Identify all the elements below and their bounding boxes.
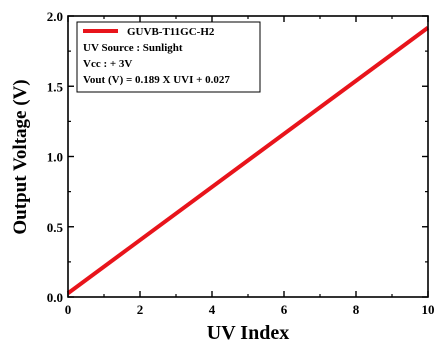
series-line (66, 26, 430, 295)
legend-box (76, 21, 261, 93)
y-tick-label: 0.0 (47, 290, 63, 305)
x-tick-label: 4 (209, 302, 216, 317)
x-tick-label: 6 (281, 302, 288, 317)
series-group (66, 26, 430, 295)
annotation-vcc: Vcc : + 3V (83, 58, 132, 70)
plot-frame (67, 15, 429, 298)
legend-series-label: GUVB-T11GC-H2 (127, 26, 215, 38)
annotation-uv-source: UV Source : Sunlight (83, 42, 183, 54)
annotation-equation: Vout (V) = 0.189 X UVI + 0.027 (83, 74, 230, 86)
x-tick-label: 8 (353, 302, 360, 317)
y-tick-label: 1.5 (47, 79, 64, 94)
x-tick-label: 2 (137, 302, 144, 317)
y-tick-label: 0.5 (47, 220, 64, 235)
y-tick-label: 1.0 (47, 150, 63, 165)
x-tick-label: 0 (65, 302, 72, 317)
x-tick-label: 10 (422, 302, 435, 317)
legend: GUVB-T11GC-H2 UV Source : Sunlight Vcc :… (76, 21, 261, 93)
y-tick-label: 2.0 (47, 9, 63, 24)
y-axis-title: Output Voltage (V) (10, 79, 31, 234)
x-axis-title: UV Index (207, 322, 289, 344)
